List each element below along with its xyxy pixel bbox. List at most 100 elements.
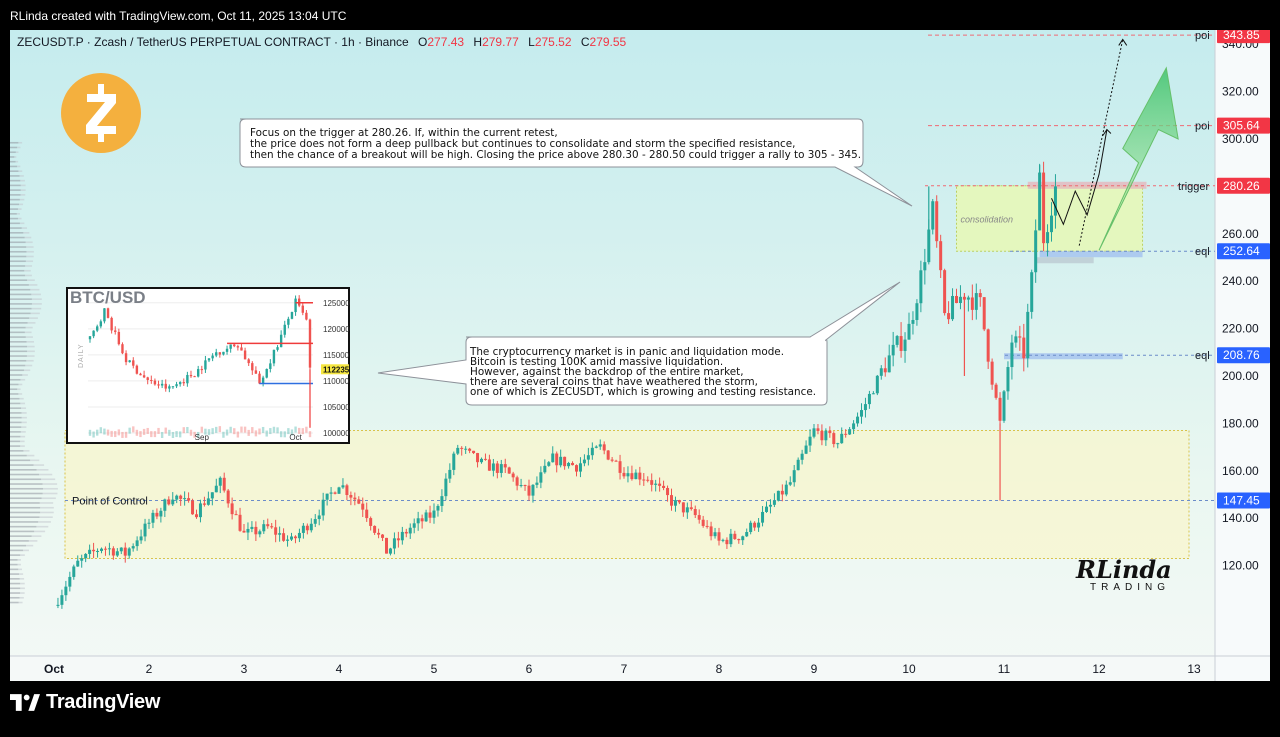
candle-body <box>175 495 179 500</box>
inset-candle-body <box>160 383 164 386</box>
candle-body <box>452 453 456 470</box>
candle-body <box>535 482 539 485</box>
volume-profile-bar <box>21 407 27 409</box>
inset-candle-body <box>178 382 182 385</box>
candle-body <box>472 450 476 454</box>
volume-profile-bar <box>23 549 29 552</box>
inset-volume-bar <box>153 431 157 438</box>
volume-profile-bar <box>10 146 18 149</box>
candle-body <box>662 485 666 489</box>
volume-profile-bar <box>10 364 26 367</box>
candle-body <box>784 484 788 495</box>
candle-body <box>88 549 92 554</box>
inset-volume-bar <box>308 431 312 438</box>
candle-body <box>586 455 590 460</box>
volume-profile-bar <box>21 416 27 419</box>
volume-profile-bar <box>10 241 26 244</box>
zones-layer: consolidation <box>64 185 1190 559</box>
candle-body <box>293 536 297 539</box>
candle-body <box>622 472 626 477</box>
candle-body <box>578 463 582 472</box>
candle-body <box>745 532 749 537</box>
inset-volume-bar <box>178 431 182 438</box>
candle-body <box>832 433 836 445</box>
volume-profile-bar <box>10 170 19 172</box>
inset-volume-bar <box>99 427 103 434</box>
inset-candle-body <box>225 348 229 352</box>
note1-line2: the price does not form a deep pullback … <box>250 138 795 150</box>
chart-panel[interactable]: consolidation Point of Control poi poi trig… <box>10 30 1270 681</box>
candle-body <box>325 493 329 500</box>
legend-h-label: H <box>473 35 482 49</box>
volume-profile-bar <box>24 331 32 334</box>
inset-candle-body <box>269 363 272 369</box>
candle-body <box>776 490 780 501</box>
volume-profile-bar <box>10 445 21 447</box>
volume-profile-bar <box>10 378 21 381</box>
candle-body <box>915 303 919 320</box>
candle-body <box>935 201 939 242</box>
volume-profile-bar <box>10 284 29 286</box>
candle-body <box>246 528 250 533</box>
inset-candle-body <box>279 334 283 348</box>
volume-profile-bar <box>10 184 21 187</box>
inset-candle-body <box>124 353 128 363</box>
candle-body <box>1014 336 1018 343</box>
candle-body <box>903 339 907 351</box>
inset-candle-body <box>272 349 276 364</box>
volume-profile-bar <box>10 288 31 291</box>
candle-body <box>1042 172 1046 244</box>
volume-profile-bar <box>10 469 37 471</box>
volume-profile-bar <box>28 284 38 286</box>
candle-body <box>230 503 234 515</box>
chart-credit-bar: RLinda created with TradingView.com, Oct… <box>0 0 1280 30</box>
candle-body <box>159 510 163 517</box>
projection-dotted <box>1078 39 1124 246</box>
candle-body <box>670 495 673 506</box>
candle-body <box>820 430 824 441</box>
inset-candle-body <box>294 298 297 313</box>
inset-volume-bar <box>150 431 153 438</box>
time-axis-tick-10: 11 <box>998 662 1011 676</box>
chart-canvas[interactable]: consolidation Point of Control poi poi trig… <box>10 30 1270 681</box>
time-axis-tick-5: 6 <box>526 662 533 676</box>
note2-line4: there are several coins that have weathe… <box>470 376 758 388</box>
volume-profile-bar <box>25 274 32 277</box>
volume-profile-bar <box>10 213 17 215</box>
candle-body <box>191 500 195 515</box>
candle-body <box>127 548 131 556</box>
inset-volume-bar <box>193 431 196 438</box>
price-tag-bg <box>1217 30 1270 44</box>
candle-body <box>377 532 381 535</box>
candle-body <box>594 446 598 448</box>
candle-body <box>1018 336 1022 338</box>
time-axis[interactable]: Oct 2 3 4 5 6 7 8 9 10 11 12 13 <box>44 662 1201 676</box>
candle-body <box>947 313 951 320</box>
eql-lower-label: eql <box>1195 350 1210 362</box>
candle-body <box>907 323 911 340</box>
annotation-callout-top: Focus on the trigger at 280.26. If, with… <box>239 118 913 207</box>
volume-profile-bar <box>10 336 26 338</box>
volume-profile-bar <box>10 160 16 163</box>
volume-profile-bar <box>23 369 31 372</box>
volume-profile-bar <box>10 359 27 362</box>
volume-profile-bar <box>19 596 24 599</box>
volume-profile-bar <box>33 464 45 466</box>
inset-candle-body <box>150 379 153 381</box>
candle-body <box>495 463 499 473</box>
candle-body <box>381 534 385 538</box>
price-axis-tick-10: 160.00 <box>1222 464 1259 478</box>
candle-body <box>753 522 757 528</box>
volume-profile-bar <box>10 549 24 552</box>
volume-profile-bar <box>10 426 22 428</box>
candle-body <box>238 514 242 531</box>
inset-candle-body <box>200 369 204 371</box>
volume-profile-bar <box>25 336 33 338</box>
volume-profile-bar <box>10 473 40 476</box>
candle-body <box>547 462 551 466</box>
volume-profile-bar <box>18 383 23 386</box>
candle-body <box>939 241 943 271</box>
inset-candle-body <box>218 352 222 355</box>
tradingview-logo[interactable]: TradingView <box>10 691 160 714</box>
candle-body <box>420 518 424 522</box>
